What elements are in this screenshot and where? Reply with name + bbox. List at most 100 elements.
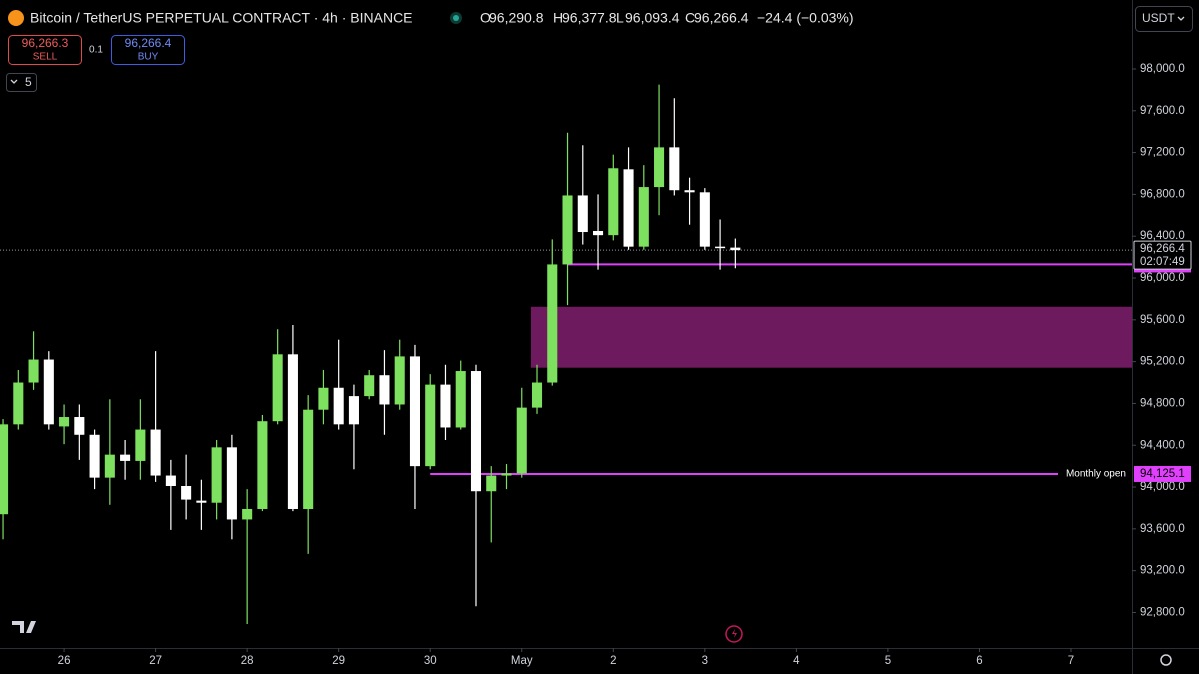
candle-body bbox=[455, 371, 466, 428]
x-tick-label: 7 bbox=[1068, 655, 1074, 667]
candle-body bbox=[150, 429, 161, 476]
candle-body bbox=[638, 187, 649, 247]
x-tick-label: 4 bbox=[793, 655, 800, 667]
y-tick-label: 97,200.0 bbox=[1140, 147, 1185, 159]
ohlc-key: L bbox=[616, 10, 624, 26]
candle-body bbox=[104, 454, 115, 478]
candle-body bbox=[562, 195, 573, 265]
candle-body bbox=[165, 475, 176, 486]
candle-body bbox=[303, 409, 314, 509]
candle-body bbox=[257, 421, 268, 509]
x-tick-label: 26 bbox=[58, 655, 71, 667]
y-tick-label: 97,600.0 bbox=[1140, 105, 1185, 117]
candle-body bbox=[74, 417, 85, 435]
chevron-icon bbox=[10, 79, 18, 84]
candle-body bbox=[577, 195, 588, 233]
x-tick-label: 28 bbox=[241, 655, 254, 667]
candle-body bbox=[89, 434, 100, 478]
indicator-count: 5 bbox=[25, 75, 32, 89]
y-tick-label: 94,800.0 bbox=[1140, 397, 1185, 409]
y-tick-label: 94,400.0 bbox=[1140, 439, 1185, 451]
candle-body bbox=[730, 247, 741, 251]
plot-area: 92,800.0 93,200.0 93,600.0 94,000.0 94,400.0… bbox=[0, 63, 1192, 667]
x-tick-label: 6 bbox=[976, 655, 982, 667]
tv-logo bbox=[12, 621, 36, 633]
sell-price: 96,266.3 bbox=[22, 36, 69, 50]
candle-body bbox=[226, 447, 237, 520]
coin-icon bbox=[8, 10, 24, 26]
currency: USDT bbox=[1142, 11, 1175, 25]
change: −24.4 (−0.03%) bbox=[757, 10, 854, 26]
x-tick-label: 27 bbox=[149, 655, 162, 667]
alert-bolt bbox=[732, 629, 737, 638]
y-tick-label: 93,600.0 bbox=[1140, 523, 1185, 535]
status-dot bbox=[453, 15, 459, 21]
overlay: Bitcoin / TetherUS PERPETUAL CONTRACT · … bbox=[6, 6, 1193, 666]
candle-body bbox=[394, 356, 405, 405]
candle-body bbox=[547, 264, 558, 383]
ohlc-key: H bbox=[553, 10, 563, 26]
y-tick-label: 96,400.0 bbox=[1140, 230, 1185, 242]
level-label: 94,125.1 bbox=[1140, 468, 1185, 480]
x-tick-label: 29 bbox=[332, 655, 345, 667]
candle-body bbox=[272, 354, 283, 422]
level-label-box bbox=[1134, 465, 1191, 482]
candle-body bbox=[531, 382, 543, 408]
settings-button[interactable] bbox=[1160, 654, 1172, 666]
ohlc-key: C bbox=[685, 10, 695, 26]
candle-body bbox=[28, 359, 39, 383]
candle-body bbox=[59, 417, 70, 427]
y-tick-label: 94,000.0 bbox=[1140, 481, 1185, 493]
level-name: Monthly open bbox=[1066, 469, 1126, 480]
ohlc-key: O bbox=[480, 10, 491, 26]
candle-body bbox=[516, 407, 527, 474]
spread: 0.1 bbox=[89, 45, 103, 56]
candle-body bbox=[699, 192, 710, 247]
candle-body bbox=[211, 447, 222, 503]
candle-body bbox=[333, 387, 344, 425]
candle-body bbox=[623, 169, 634, 247]
candle-body bbox=[486, 475, 497, 492]
indicator-toggle[interactable] bbox=[6, 73, 37, 92]
candle-body bbox=[593, 230, 604, 236]
currency-select[interactable] bbox=[1135, 6, 1193, 32]
candle-body bbox=[181, 486, 192, 500]
y-tick-label: 96,000.0 bbox=[1140, 272, 1185, 284]
chart-title: Bitcoin / TetherUS PERPETUAL CONTRACT · … bbox=[30, 10, 413, 26]
x-tick-label: May bbox=[511, 655, 533, 667]
ohlc-value: 96,093.4 bbox=[625, 10, 680, 26]
ohlc-value: 96,290.8 bbox=[489, 10, 544, 26]
ohlc-value: 96,377.8 bbox=[562, 10, 617, 26]
sell-label: SELL bbox=[33, 52, 58, 63]
y-tick-label: 93,200.0 bbox=[1140, 565, 1185, 577]
candle-body bbox=[715, 246, 726, 249]
candle-body bbox=[470, 371, 482, 492]
sell-button[interactable] bbox=[8, 35, 82, 65]
candle-body bbox=[440, 384, 451, 428]
last-price-label: 96,266.4 bbox=[1140, 243, 1185, 255]
candle-body bbox=[13, 382, 24, 425]
candle-body bbox=[242, 508, 253, 520]
candle-body bbox=[318, 387, 329, 410]
candle-body bbox=[287, 354, 298, 509]
zone bbox=[530, 306, 1132, 368]
candle-body bbox=[43, 359, 54, 425]
buy-button[interactable] bbox=[111, 35, 185, 65]
chevron-icon bbox=[1177, 16, 1185, 21]
y-tick-label: 98,000.0 bbox=[1140, 63, 1185, 75]
candle-body bbox=[364, 375, 375, 397]
candle-body bbox=[348, 396, 359, 425]
buy-label: BUY bbox=[138, 52, 159, 63]
y-tick-label: 92,800.0 bbox=[1140, 606, 1185, 618]
x-tick-label: 5 bbox=[885, 655, 891, 667]
y-tick-label: 95,200.0 bbox=[1140, 356, 1185, 368]
candle-body bbox=[501, 473, 512, 476]
countdown: 02:07:49 bbox=[1140, 256, 1185, 268]
candle-body bbox=[684, 190, 695, 193]
candle-body bbox=[425, 384, 436, 467]
last-price-box bbox=[1133, 240, 1192, 270]
y-tick-label: 95,600.0 bbox=[1140, 314, 1185, 326]
alert-icon[interactable] bbox=[725, 625, 743, 643]
candle-body bbox=[196, 500, 207, 503]
